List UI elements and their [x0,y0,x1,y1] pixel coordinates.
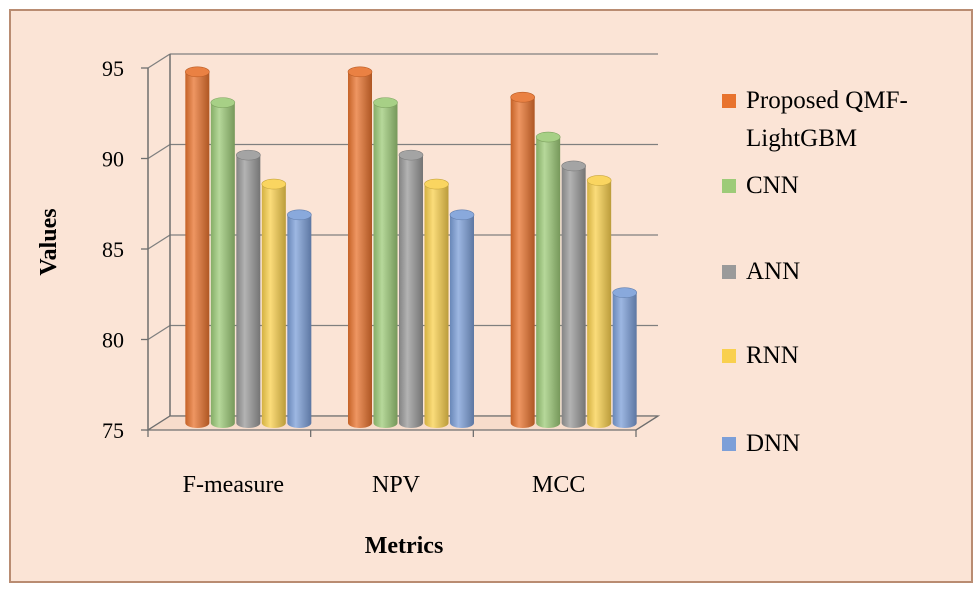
bar-top [398,149,424,161]
y-tick-label: 75 [102,418,124,443]
bar [561,160,586,429]
legend: Proposed QMF- LightGBM CNN ANN RNN DNN [722,87,908,457]
bar-body [424,184,449,428]
legend-label: LightGBM [746,125,857,152]
bar-body [287,214,312,428]
bar [287,209,312,428]
bar [261,178,287,428]
bar-body [587,180,612,428]
legend-label: DNN [746,430,800,457]
legend-label: ANN [746,258,800,285]
legend-swatch [722,265,736,279]
category-label: MCC [532,472,585,498]
x-axis-title: Metrics [365,533,444,559]
category-label: NPV [372,472,421,498]
bar [424,178,449,428]
legend-swatch [722,179,736,193]
bar-body [210,102,235,428]
bars [185,66,637,429]
bar [373,97,398,428]
bar-body [536,137,561,428]
bar [398,149,424,428]
bar-top [612,287,637,298]
bar-body [185,71,210,429]
bar-top [424,178,449,190]
bar-body [236,155,261,428]
bar-body [450,214,474,428]
legend-label: Proposed QMF- [746,87,908,114]
bar [612,287,637,428]
y-tick-label: 80 [102,328,124,353]
legend-item: RNN [722,342,799,369]
gridline-depth [147,53,171,69]
category-labels: F-measure NPV MCC [183,472,586,498]
y-axis-title: Values [36,208,62,275]
bar-top [236,149,261,161]
bar [535,131,561,428]
bar-body [561,165,586,429]
legend-item: CNN [722,172,799,199]
legend-swatch [722,349,736,363]
bar-top [561,160,586,172]
gridline-depth [147,324,171,341]
bar [236,149,261,428]
bar-body [510,97,535,428]
bar-top [185,66,210,78]
bar-top [287,209,312,221]
bar-top [449,209,475,221]
bar-top [535,131,561,143]
gridline-depth [147,143,171,160]
y-tick-label: 85 [102,237,124,262]
bar [586,175,612,428]
bar-top [586,175,612,186]
bar [510,91,535,428]
y-tick-label: 90 [102,147,124,172]
bar-body [399,155,423,428]
legend-item: DNN [722,430,800,457]
bar-top [373,97,398,108]
category-label: F-measure [183,472,284,498]
bar-top [210,97,236,108]
y-tick-labels: 75 80 85 90 95 [102,56,124,443]
bar-body [373,102,398,428]
legend-swatch [722,437,736,451]
legend-item: ANN [722,258,800,285]
bar [449,209,475,428]
bar-top [261,178,287,190]
legend-item: Proposed QMF- LightGBM [722,87,908,152]
bar-body [612,292,637,428]
floor-edge [635,415,659,431]
bar-body [261,184,286,428]
bar [210,97,236,428]
bar [185,66,210,429]
gridline-depth [147,234,171,250]
legend-label: CNN [746,172,799,199]
bar [347,66,373,429]
bar-top [347,66,373,78]
legend-swatch [722,94,736,108]
bar-body [348,71,372,429]
y-tick-label: 95 [102,56,124,81]
legend-label: RNN [746,342,799,369]
bar-top [510,91,535,103]
